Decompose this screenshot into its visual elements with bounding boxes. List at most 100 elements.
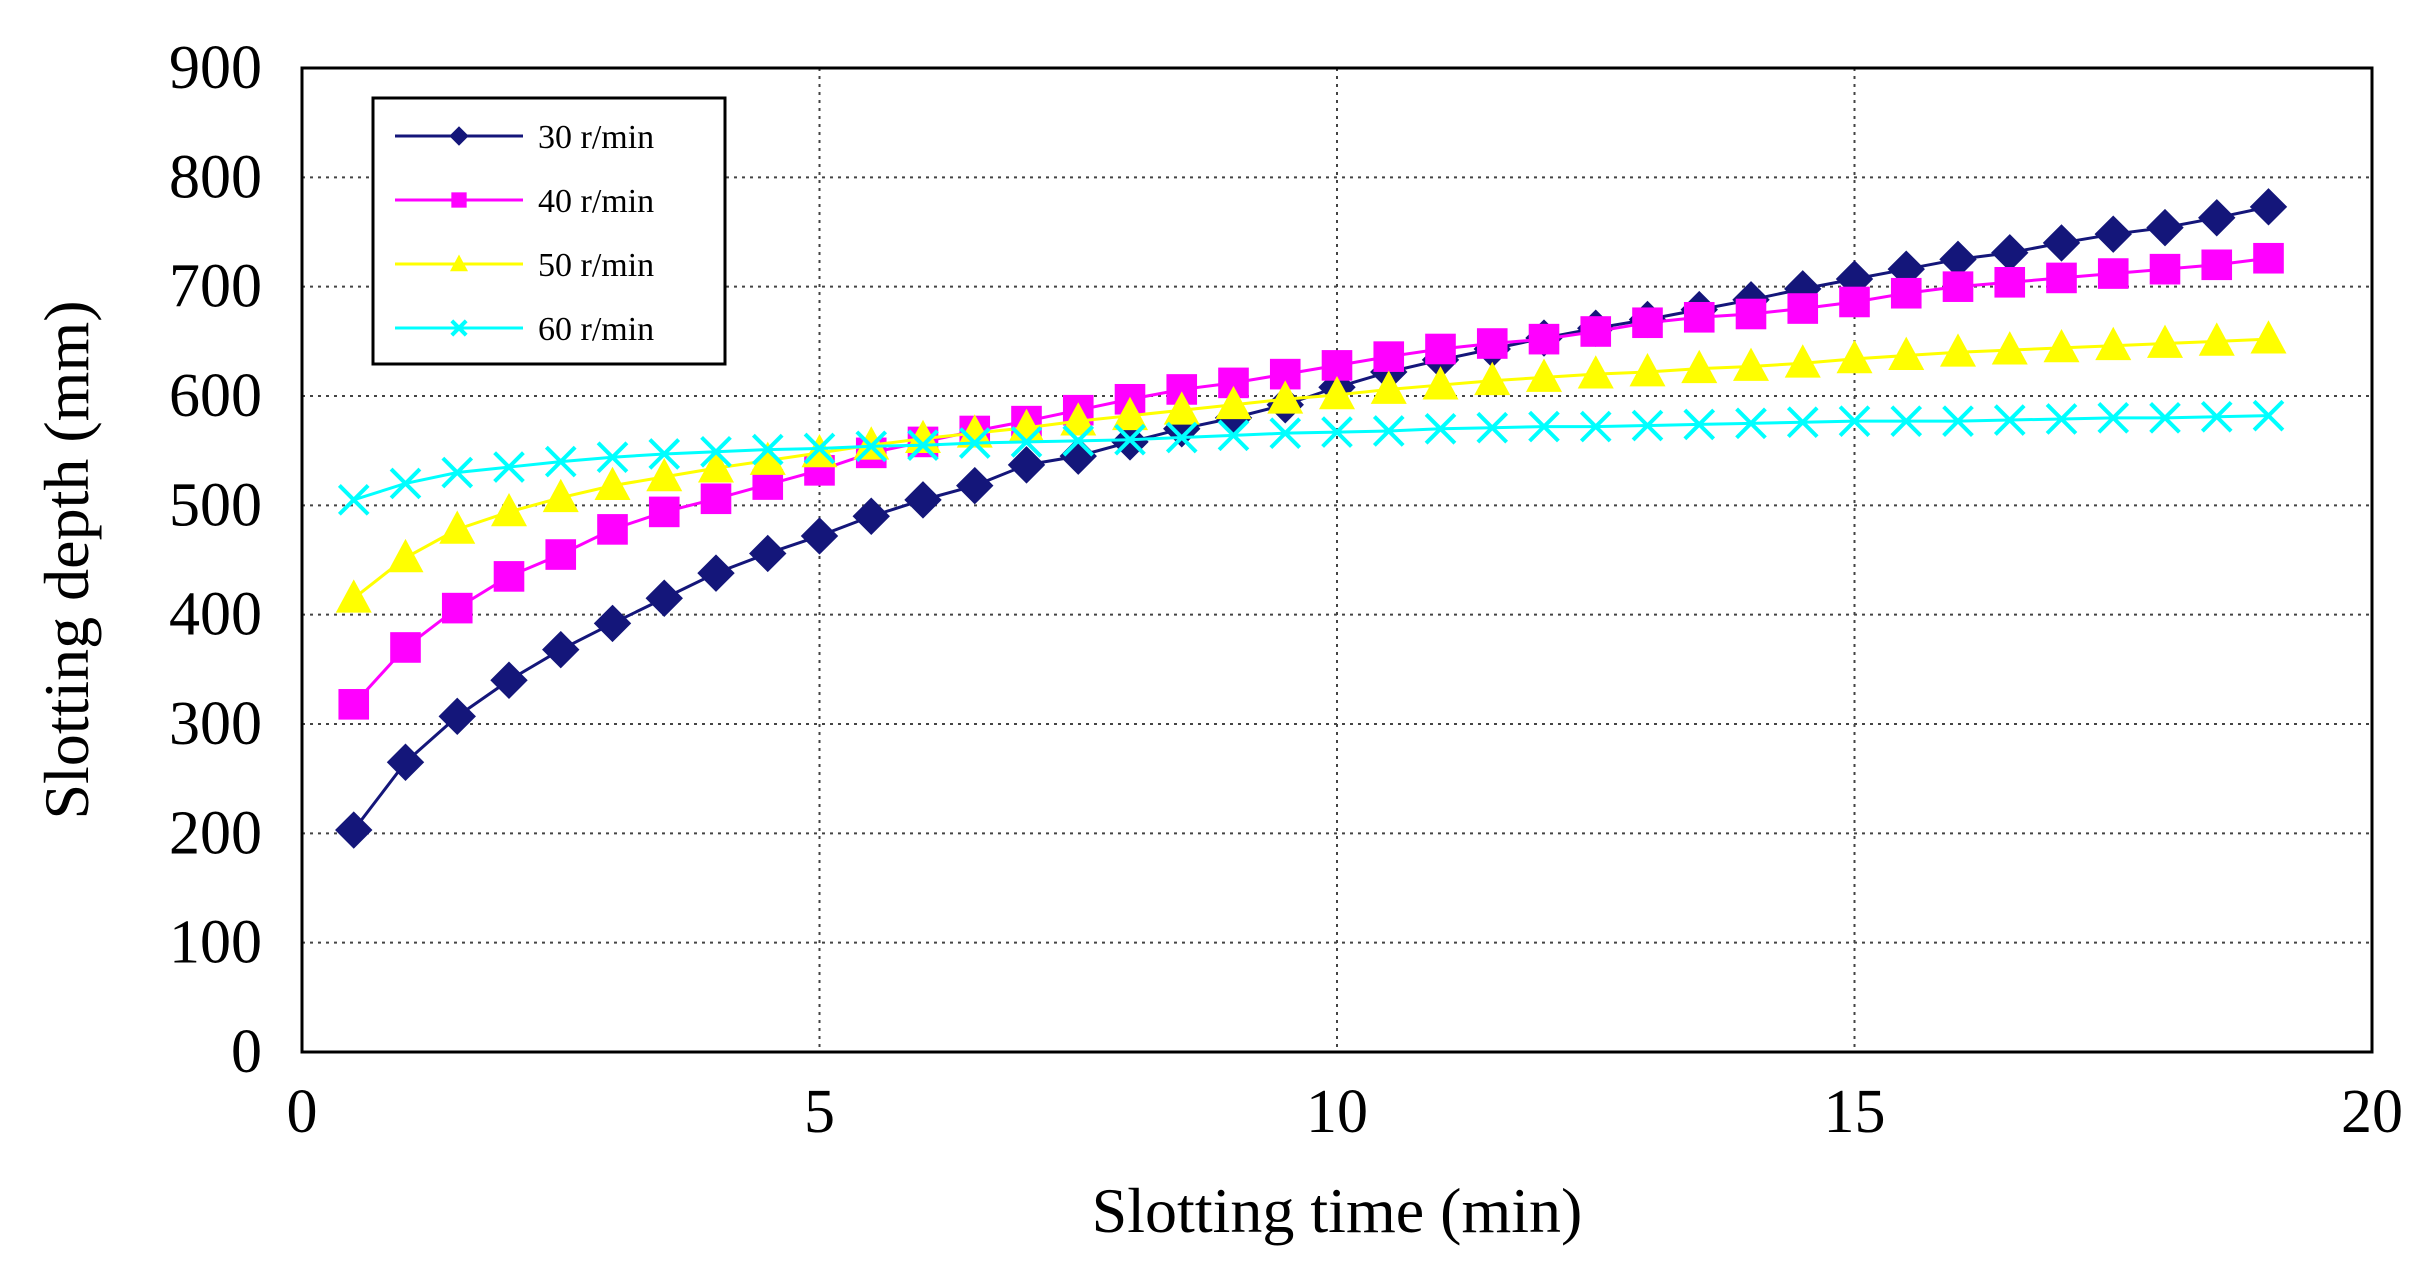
legend-box: [371, 96, 727, 366]
data-point: [490, 661, 528, 699]
data-point: [700, 483, 732, 515]
legend-label: 60 r/min: [538, 311, 654, 348]
data-point: [2042, 224, 2081, 262]
data-point: [1476, 411, 1509, 444]
data-point: [439, 510, 476, 544]
data-point: [1888, 336, 1925, 370]
y-tick-label: 800: [169, 143, 262, 211]
data-point: [441, 456, 474, 489]
x-tick-label: 15: [1824, 1078, 1886, 1146]
data-point: [1786, 406, 1819, 439]
data-point: [1319, 376, 1355, 410]
data-point: [1476, 328, 1508, 359]
legend-label: 40 r/min: [538, 183, 654, 220]
data-point: [2147, 324, 2183, 358]
legend-label: 50 r/min: [538, 247, 654, 284]
data-point: [1681, 349, 1718, 384]
data-point: [491, 492, 527, 527]
data-point: [441, 592, 473, 624]
y-axis-title: Slotting depth (mm): [31, 300, 102, 819]
data-point: [956, 466, 994, 505]
x-tick-label: 20: [2341, 1078, 2403, 1146]
data-point: [646, 458, 683, 492]
data-point: [1370, 370, 1407, 404]
data-point: [698, 449, 734, 483]
x-tick-label: 10: [1306, 1078, 1368, 1146]
data-point: [800, 517, 839, 555]
data-point: [545, 539, 577, 570]
data-point: [803, 432, 836, 465]
y-tick-label: 0: [231, 1018, 262, 1086]
y-tick-label: 200: [169, 799, 262, 867]
data-point: [335, 579, 372, 613]
data-point: [1114, 423, 1146, 456]
data-point: [1993, 404, 2026, 436]
data-point: [386, 743, 425, 781]
data-point: [2045, 403, 2078, 435]
data-point: [1991, 331, 2028, 365]
data-point: [1010, 426, 1043, 458]
data-point: [904, 481, 942, 519]
data-point: [1321, 416, 1353, 448]
data-point: [2094, 215, 2132, 253]
data-point: [1890, 405, 1923, 437]
data-point: [338, 689, 370, 720]
data-point: [1735, 407, 1767, 440]
data-point: [852, 497, 890, 535]
data-point: [1577, 355, 1614, 389]
legend: 30 r/min 40 r/min 50 r/min 60 r/min: [371, 96, 727, 366]
data-point: [1683, 301, 1715, 333]
y-tick-label: 100: [169, 909, 262, 977]
data-point: [2253, 242, 2284, 274]
data-point: [1836, 339, 1873, 374]
data-point: [1526, 358, 1562, 392]
data-point: [2201, 249, 2233, 281]
data-point: [1422, 366, 1459, 400]
data-point: [956, 414, 993, 448]
data-point: [2095, 326, 2132, 361]
data-point: [2097, 402, 2130, 434]
legend-marker: [451, 192, 467, 208]
data-point: [1060, 402, 1097, 436]
data-point: [1631, 409, 1664, 442]
data-point: [1580, 316, 1612, 347]
legend-marker: [450, 254, 468, 272]
data-point: [2250, 320, 2287, 354]
legend-marker: [449, 126, 469, 146]
data-point: [1112, 396, 1148, 431]
data-point: [1372, 415, 1405, 447]
data-point: [1528, 323, 1560, 355]
data-point: [438, 697, 476, 736]
y-tick-label: 900: [169, 34, 262, 102]
legend-item: 30 r/min: [395, 119, 654, 156]
data-point: [1784, 344, 1821, 378]
data-point: [2097, 258, 2129, 289]
data-point: [1165, 421, 1198, 454]
data-point: [542, 630, 580, 669]
data-point: [645, 579, 683, 617]
data-point: [544, 445, 577, 478]
data-point: [597, 514, 628, 545]
y-tick-label: 500: [169, 471, 262, 539]
data-point: [1733, 347, 1769, 381]
y-tick-label: 400: [169, 581, 262, 649]
data-point: [1632, 307, 1663, 339]
data-point: [1940, 333, 1976, 367]
data-point: [2198, 199, 2236, 237]
x-tick-label: 0: [287, 1078, 318, 1146]
data-point: [596, 441, 629, 474]
data-point: [1217, 419, 1250, 452]
data-point: [2046, 262, 2077, 294]
data-point: [1942, 271, 1974, 302]
data-point: [337, 484, 370, 516]
data-point: [2252, 399, 2285, 432]
data-point: [749, 441, 786, 475]
series-60-r-min: [337, 399, 2285, 516]
data-point: [958, 427, 991, 459]
data-point: [1062, 425, 1095, 457]
x-tick-label: 5: [804, 1078, 835, 1146]
data-point: [1838, 405, 1871, 437]
data-point: [1163, 391, 1200, 425]
legend-item: 40 r/min: [395, 183, 654, 220]
data-point: [1629, 353, 1666, 387]
